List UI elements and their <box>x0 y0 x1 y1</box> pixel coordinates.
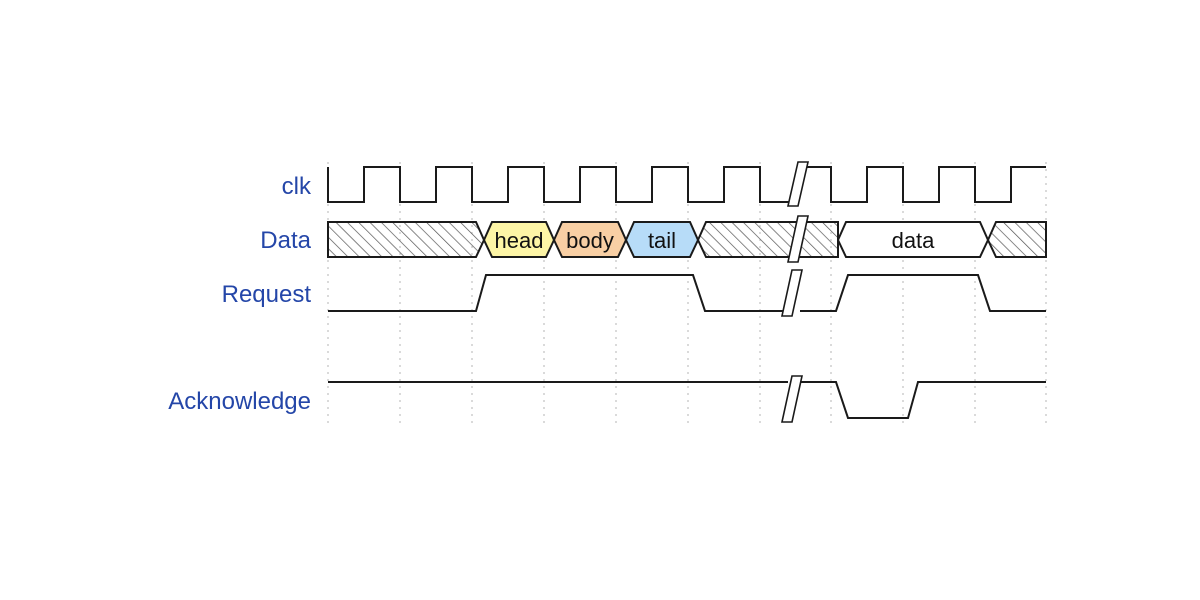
signal-labels: clk Data Request Acknowledge <box>168 173 312 415</box>
body-label: body <box>566 228 614 253</box>
data-invalid-2 <box>696 221 839 258</box>
acknowledge-label: Acknowledge <box>168 388 311 415</box>
break-marker-data <box>787 215 809 263</box>
data-field-label: data <box>892 228 936 253</box>
grid-lines <box>327 162 1047 428</box>
acknowledge-waveform <box>328 381 1046 419</box>
tail-label: tail <box>648 228 676 253</box>
request-label: Request <box>222 281 312 308</box>
data-invalid-3 <box>986 221 1047 258</box>
clk-waveform <box>327 166 1046 203</box>
break-marker-clk <box>786 161 810 207</box>
break-marker-request <box>781 269 803 317</box>
data-invalid-1 <box>327 221 486 258</box>
data-bus: head body tail data <box>327 221 1047 258</box>
data-label: Data <box>260 227 311 254</box>
break-marker-acknowledge <box>781 375 803 423</box>
head-label: head <box>495 228 544 253</box>
request-waveform <box>328 274 1046 312</box>
clk-label: clk <box>282 173 312 200</box>
